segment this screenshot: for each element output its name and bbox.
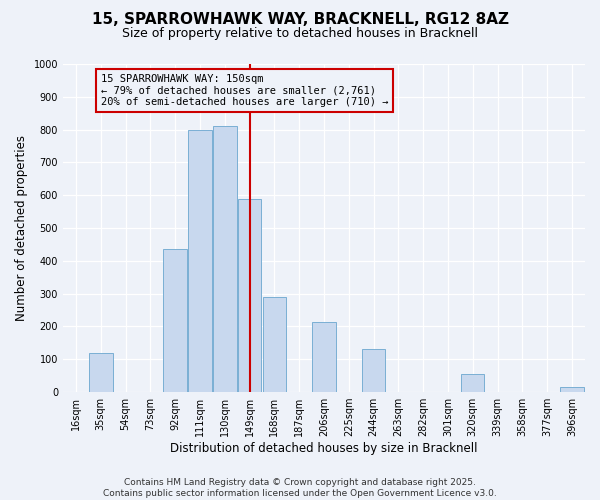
Text: Size of property relative to detached houses in Bracknell: Size of property relative to detached ho… xyxy=(122,28,478,40)
X-axis label: Distribution of detached houses by size in Bracknell: Distribution of detached houses by size … xyxy=(170,442,478,455)
Text: Contains HM Land Registry data © Crown copyright and database right 2025.
Contai: Contains HM Land Registry data © Crown c… xyxy=(103,478,497,498)
Bar xyxy=(238,198,262,392)
Bar xyxy=(188,130,212,392)
Text: 15 SPARROWHAWK WAY: 150sqm
← 79% of detached houses are smaller (2,761)
20% of s: 15 SPARROWHAWK WAY: 150sqm ← 79% of deta… xyxy=(101,74,388,107)
Text: 15, SPARROWHAWK WAY, BRACKNELL, RG12 8AZ: 15, SPARROWHAWK WAY, BRACKNELL, RG12 8AZ xyxy=(91,12,509,28)
Bar xyxy=(362,350,385,392)
Bar xyxy=(263,297,286,392)
Bar xyxy=(213,126,236,392)
Bar xyxy=(163,250,187,392)
Bar xyxy=(89,352,113,392)
Bar xyxy=(560,387,584,392)
Y-axis label: Number of detached properties: Number of detached properties xyxy=(15,135,28,321)
Bar xyxy=(312,322,336,392)
Bar xyxy=(461,374,484,392)
